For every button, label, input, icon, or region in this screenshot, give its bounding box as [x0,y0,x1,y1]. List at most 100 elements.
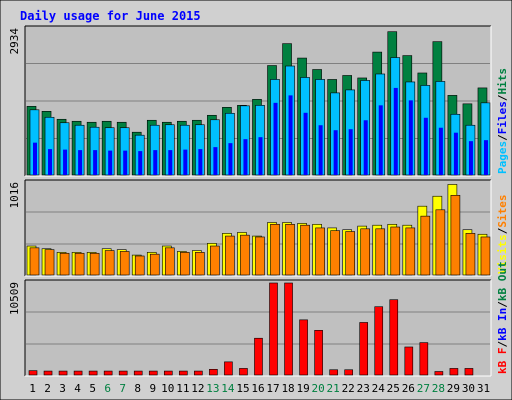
legend-entry: Hits [496,68,509,95]
kb-bar [404,346,414,376]
sites-bar [119,251,130,276]
sites-bar [210,245,220,276]
files-bar [168,150,173,175]
x-axis-tick-labels: 1 2 3 4 5 6 7 8 9 10 11 12 13 14 15 16 17 18 19 20 21 22 23 24 2… [29,382,490,395]
files-bar [438,127,443,175]
kb-bar [359,322,369,376]
files-bar [318,125,323,175]
kb-bar [464,368,474,376]
x-tick-label: 18 [281,382,294,395]
sites-bar [89,252,100,276]
kb-bar [284,282,293,376]
legend-separator: / [496,341,509,348]
kb-bar [73,370,83,376]
legend-entry: kB In [496,308,509,341]
kb-bar [299,319,308,376]
y-max-label: 10509 [8,282,21,315]
x-tick-label: 5 [89,382,96,395]
kb-bar [269,282,278,376]
kb-bar [419,342,429,376]
legend-entry: Files [496,101,509,134]
sites-bar [450,195,461,276]
files-bar [483,140,488,175]
files-bar [333,130,338,175]
x-tick-label: 2 [44,382,51,395]
files-bar [78,150,83,175]
kb-bar [194,370,203,376]
legend-entry: kB Out [496,261,509,301]
files-bar [138,151,143,175]
files-bar [93,150,98,175]
x-tick-label: 13 [206,382,219,395]
kb-bar [28,370,38,376]
sites-bar [29,247,40,276]
sites-bar [360,228,371,276]
x-tick-label: 10 [161,382,174,395]
kb-bar [314,330,323,376]
kb-bar [148,370,158,376]
sites-bar [225,235,235,276]
sites-bar [44,249,55,276]
x-tick-label: 25 [387,382,400,395]
sites-bar [345,231,355,276]
files-bar [468,141,473,175]
sites-bar [300,224,310,276]
legend-separator: / [496,227,509,234]
files-bar [378,105,383,175]
sites-bar [285,223,295,276]
sites-bar [315,227,325,276]
x-tick-label: 15 [236,382,249,395]
x-tick-label: 21 [327,382,340,395]
x-tick-label: 8 [134,382,141,395]
x-tick-label: 20 [312,382,325,395]
sites-bar [195,252,205,276]
sites-bar [255,236,265,276]
files-bar [393,87,398,175]
files-bar [243,139,248,175]
legend-entry: Sites [496,195,509,228]
files-bar [198,149,203,175]
panel-legend: kB F/kB In/kB Out [496,261,509,374]
files-bar [63,149,68,175]
kb-bar [344,369,353,376]
files-bar [258,137,263,175]
panel-legend: Visits/Sites [496,195,509,275]
chart-panel-2: 1016 Visits/Sites [8,179,509,277]
legend-entry: Visits [496,234,509,274]
files-bar [273,102,278,175]
sites-bar [375,228,386,276]
kb-bar [329,369,338,376]
panel-legend: Pages/Files/Hits [496,68,509,174]
files-bar [48,149,53,175]
kb-bar [133,370,143,376]
sites-bar [405,227,416,276]
kb-bar [163,370,173,376]
sites-bar [134,255,145,276]
x-tick-label: 24 [372,382,386,395]
x-tick-label: 22 [342,382,355,395]
sites-bar [480,236,491,276]
x-tick-label: 7 [119,382,126,395]
kb-bar [224,361,233,376]
sites-bar [59,252,70,276]
x-tick-label: 4 [74,382,81,395]
legend-separator: / [496,94,509,101]
kb-bar [449,368,459,376]
x-tick-label: 30 [462,382,475,395]
x-tick-label: 12 [191,382,204,395]
sites-bar [390,226,401,276]
files-bar [108,150,113,175]
kb-bar [209,369,218,376]
files-bar [453,132,458,175]
sites-bar [420,215,431,276]
sites-bar [465,233,476,276]
kb-bar [43,370,53,376]
files-bar [363,120,368,175]
kb-bar [239,368,248,376]
x-tick-label: 1 [29,382,36,395]
